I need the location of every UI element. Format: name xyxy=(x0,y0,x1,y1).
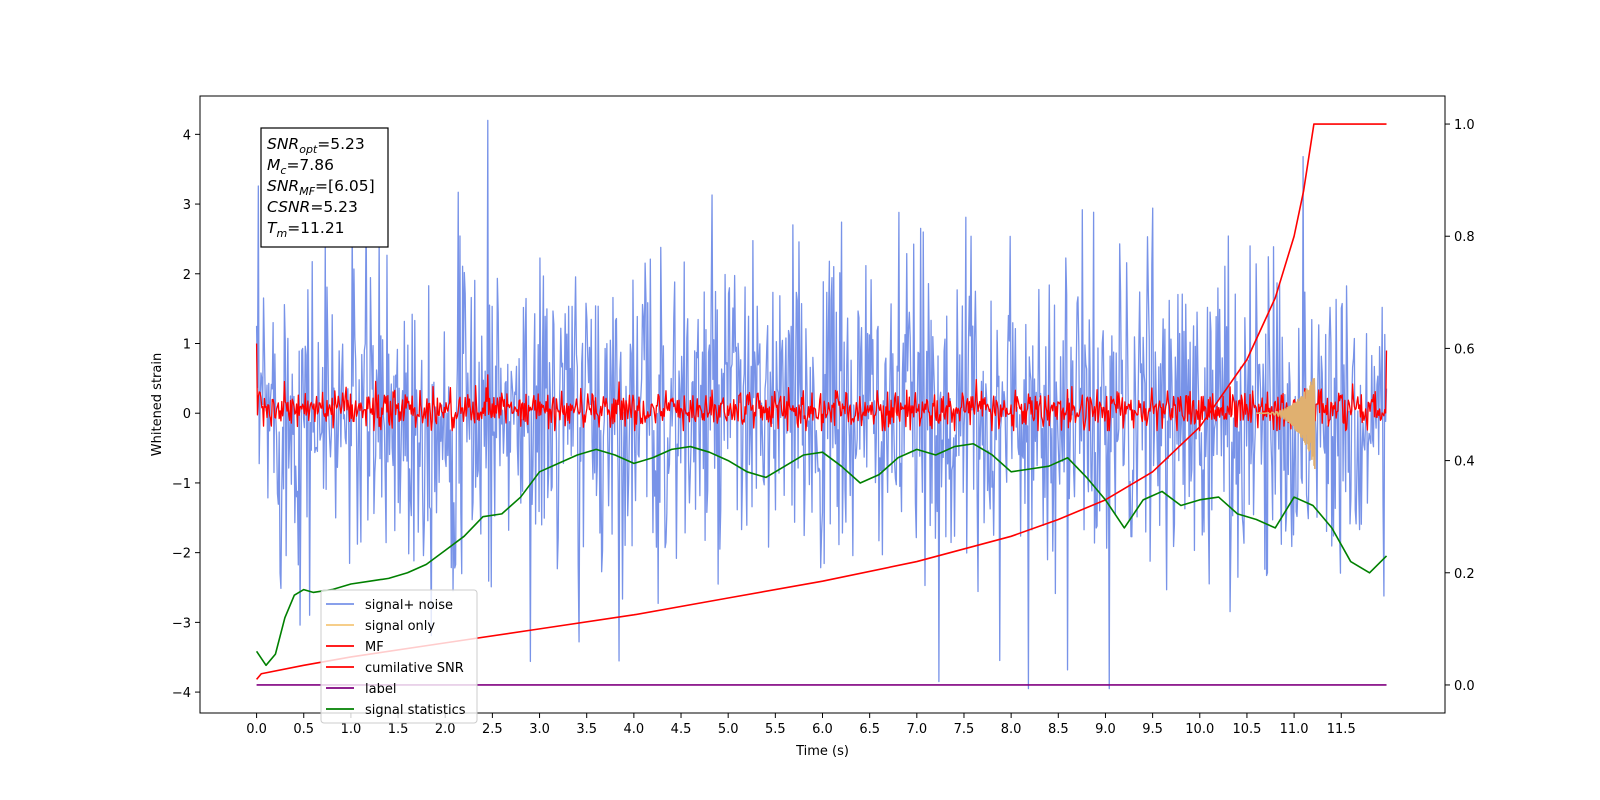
x-tick-label: 6.0 xyxy=(812,722,833,737)
x-tick-label: 0.5 xyxy=(293,722,314,737)
info-base: T xyxy=(267,219,278,237)
info-value: =5.23 xyxy=(317,135,365,153)
x-tick-label: 5.0 xyxy=(718,722,739,737)
legend-label: signal+ noise xyxy=(365,598,453,613)
x-tick-label: 9.0 xyxy=(1095,722,1116,737)
x-tick-label: 10.5 xyxy=(1232,722,1261,737)
y-left-tick-label: 4 xyxy=(183,128,191,143)
info-base: M xyxy=(267,156,280,174)
x-tick-label: 6.5 xyxy=(859,722,880,737)
y-axis-label: Whitened strain xyxy=(150,353,165,456)
legend-label: label xyxy=(365,682,396,697)
x-tick-label: 5.5 xyxy=(765,722,786,737)
info-sub: MF xyxy=(299,185,315,198)
x-tick-label: 2.0 xyxy=(435,722,456,737)
x-tick-label: 11.5 xyxy=(1327,722,1356,737)
y-left-tick-label: −2 xyxy=(172,547,191,562)
x-tick-label: 1.5 xyxy=(388,722,409,737)
info-sub: c xyxy=(280,164,286,177)
y-right-tick-label: 0.4 xyxy=(1454,455,1475,470)
x-tick-label: 2.5 xyxy=(482,722,503,737)
info-line: SNRopt=5.23 xyxy=(267,135,365,156)
legend-label: signal only xyxy=(365,619,435,634)
y-right-tick-label: 0.2 xyxy=(1454,567,1475,582)
info-value: =7.86 xyxy=(286,156,334,174)
series-line-mf xyxy=(255,343,1388,432)
y-right-tick-label: 0.8 xyxy=(1454,230,1475,245)
info-base: SNR xyxy=(267,177,299,195)
info-value: =5.23 xyxy=(310,198,358,216)
info-value: =11.21 xyxy=(287,219,344,237)
legend-frame xyxy=(320,589,478,724)
x-tick-label: 8.0 xyxy=(1001,722,1022,737)
info-box: SNRopt=5.23Mc=7.86SNRMF=[6.05]CSNR=5.23T… xyxy=(260,127,389,248)
info-line: Tm=11.21 xyxy=(267,219,345,240)
info-base: CSNR xyxy=(267,198,310,216)
y-left-tick-label: 3 xyxy=(183,198,191,213)
x-tick-label: 9.5 xyxy=(1142,722,1163,737)
x-tick-label: 3.0 xyxy=(529,722,550,737)
y-left-tick-label: 2 xyxy=(183,268,191,283)
y-left-tick-label: −1 xyxy=(172,477,191,492)
x-tick-label: 7.5 xyxy=(954,722,975,737)
legend: signal+ noise signal only MF cumilative SNR… xyxy=(320,589,478,724)
x-tick-label: 7.0 xyxy=(906,722,927,737)
info-box-frame xyxy=(260,127,389,248)
info-value: =[6.05] xyxy=(315,177,375,195)
y-right-tick-label: 1.0 xyxy=(1454,118,1475,133)
y-left-tick-label: −3 xyxy=(172,616,191,631)
series-line-signal-statistics xyxy=(255,442,1388,667)
info-sub: opt xyxy=(299,143,318,156)
x-tick-label: 11.0 xyxy=(1280,722,1309,737)
x-tick-label: 4.0 xyxy=(624,722,645,737)
info-line: Mc=7.86 xyxy=(267,156,334,177)
info-sub: m xyxy=(276,227,287,240)
x-tick-label: 3.5 xyxy=(576,722,597,737)
x-tick-label: 1.0 xyxy=(341,722,362,737)
legend-label: cumilative SNR xyxy=(365,661,464,676)
info-line: SNRMF=[6.05] xyxy=(267,177,375,198)
noise-layer xyxy=(255,119,1388,690)
ticks-layer: 0.0 0.5 1.0 1.5 2.0 2.5 3.0 3.5 4.0 4.5 5.0 5.5 6.0 6… xyxy=(172,118,1475,737)
series-line-signal-only xyxy=(1255,377,1316,469)
y-left-tick-label: 1 xyxy=(183,337,191,352)
y-left-tick-label: 0 xyxy=(183,407,191,422)
y-left-tick-label: −4 xyxy=(172,686,191,701)
series-line-signal-noise xyxy=(255,119,1388,690)
y-right-tick-label: 0.0 xyxy=(1454,679,1475,694)
x-axis-label: Time (s) xyxy=(795,744,849,759)
info-base: SNR xyxy=(267,135,299,153)
info-line: CSNR=5.23 xyxy=(267,198,358,216)
y-right-tick-label: 0.6 xyxy=(1454,342,1475,357)
x-tick-label: 0.0 xyxy=(246,722,267,737)
legend-label: MF xyxy=(365,640,384,655)
x-tick-label: 4.5 xyxy=(671,722,692,737)
x-tick-label: 10.0 xyxy=(1185,722,1214,737)
legend-label: signal statistics xyxy=(365,703,466,718)
x-tick-label: 8.5 xyxy=(1048,722,1069,737)
